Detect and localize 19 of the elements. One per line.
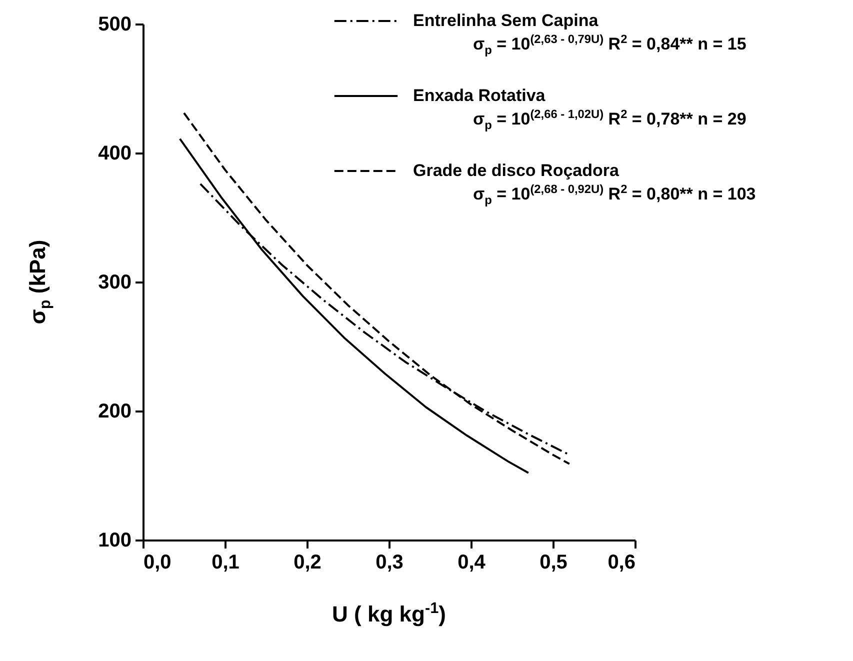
annotation: σ$_{p}$ = 10$^{(2,68 - 0,92U)}$ R$^{2}$ = 0,80** n = 103 <box>473 182 756 208</box>
x-tick-label: 0,3 <box>376 552 404 574</box>
x-axis-title: U ( kg kg$^{-1}$) <box>332 600 446 628</box>
x-tick-label: 0,0 <box>144 552 172 574</box>
y-tick-label: 300 <box>98 272 132 294</box>
x-tick-label: 0,4 <box>458 552 486 574</box>
x-tick-label: 0,2 <box>294 552 322 574</box>
x-tick-label: 0,1 <box>212 552 240 574</box>
legend-label: Grade de disco Roçadora <box>413 161 620 180</box>
annotation: σ$_{p}$ = 10$^{(2,63 - 0,79U)}$ R$^{2}$ = 0,84** n = 15 <box>473 32 746 58</box>
y-tick-label: 400 <box>98 142 132 164</box>
legend-label: Enxada Rotativa <box>413 86 546 105</box>
legend-label: Entrelinha Sem Capina <box>413 11 599 30</box>
x-tick-label: 0,6 <box>608 552 636 574</box>
y-tick-label: 200 <box>98 400 132 422</box>
y-tick-label: 100 <box>98 530 132 552</box>
annotation: σ$_{p}$ = 10$^{(2,66 - 1,02U)}$ R$^{2}$ = 0,78** n = 29 <box>473 107 746 132</box>
y-tick-label: 500 <box>98 14 132 36</box>
x-tick-label: 0,5 <box>540 552 568 574</box>
